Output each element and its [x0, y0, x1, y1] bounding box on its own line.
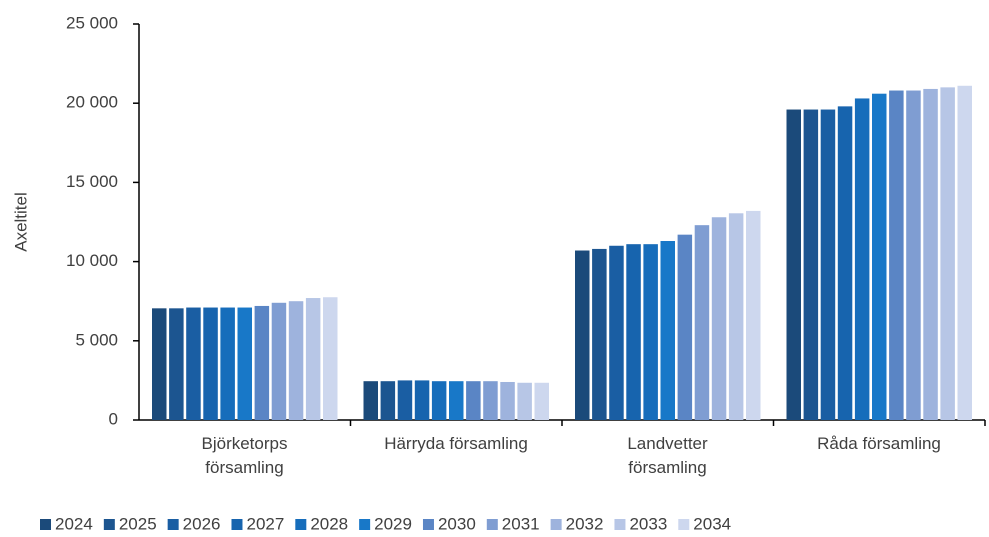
bar: [592, 248, 607, 420]
y-tick-label: 15 000: [66, 172, 118, 191]
bar: [575, 250, 590, 420]
bar: [940, 87, 955, 421]
bar: [152, 308, 167, 420]
bar: [380, 381, 396, 420]
legend-label: 2028: [310, 514, 348, 533]
legend-label: 2025: [119, 514, 157, 533]
legend-swatch: [678, 519, 690, 530]
bar: [500, 381, 515, 420]
legend-swatch: [422, 519, 434, 530]
bar: [643, 244, 658, 420]
bar: [271, 302, 287, 420]
bar: [466, 381, 481, 420]
legend-label: 2024: [55, 514, 93, 533]
legend-swatch: [550, 519, 562, 530]
bar: [854, 98, 870, 420]
bar: [323, 297, 338, 420]
y-tick-label: 0: [109, 409, 118, 428]
legend-label: 2029: [374, 514, 412, 533]
legend-swatch: [40, 519, 51, 530]
bar: [237, 307, 252, 420]
bar: [889, 90, 904, 420]
bar: [186, 307, 201, 420]
legend-swatch: [295, 519, 307, 530]
bar: [431, 381, 447, 420]
bar: [820, 109, 836, 420]
legend-label: 2027: [246, 514, 284, 533]
legend-label: 2030: [438, 514, 476, 533]
legend-swatch: [167, 519, 179, 530]
bar: [449, 381, 464, 420]
legend-label: 2032: [566, 514, 604, 533]
x-tick-label: Härryda församling: [384, 434, 528, 453]
bar: [837, 106, 853, 421]
bar: [786, 109, 801, 420]
bar: [414, 380, 430, 420]
bar: [957, 85, 972, 420]
bar: [711, 217, 727, 420]
bar: [694, 225, 710, 420]
y-axis-title: Axeltitel: [11, 192, 30, 252]
bar: [220, 307, 235, 420]
bar: [609, 245, 624, 420]
x-tick-label: Björketorps församling: [201, 434, 288, 477]
bar: [305, 298, 321, 420]
bar: [254, 305, 270, 420]
bar: [660, 241, 675, 420]
bar: [728, 213, 744, 420]
bar: [677, 234, 693, 420]
bar: [872, 93, 887, 421]
x-tick-label: Landvetter församling: [627, 434, 708, 477]
bar: [906, 90, 921, 420]
legend-swatch: [231, 519, 243, 530]
x-tick-label: Råda församling: [817, 434, 941, 453]
bar: [534, 382, 549, 420]
legend-label: 2031: [502, 514, 540, 533]
bar: [803, 109, 819, 420]
legend-swatch: [103, 519, 115, 530]
y-tick-label: 25 000: [66, 13, 118, 32]
bar: [746, 210, 761, 420]
legend-swatch: [486, 519, 498, 530]
bar: [169, 308, 184, 420]
legend-label: 2034: [693, 514, 731, 533]
legend-label: 2026: [183, 514, 221, 533]
bar: [517, 382, 532, 420]
legend-swatch: [359, 519, 371, 530]
bar: [626, 244, 641, 420]
y-tick-label: 20 000: [66, 93, 118, 112]
bar: [203, 307, 218, 420]
legend-label: 2033: [629, 514, 667, 533]
y-tick-label: 10 000: [66, 251, 118, 270]
y-tick-label: 5 000: [75, 330, 118, 349]
bar: [397, 380, 413, 420]
bar: [288, 301, 304, 420]
bar: [483, 381, 498, 420]
bar: [363, 381, 378, 420]
legend-swatch: [614, 519, 626, 530]
bar: [923, 88, 938, 420]
